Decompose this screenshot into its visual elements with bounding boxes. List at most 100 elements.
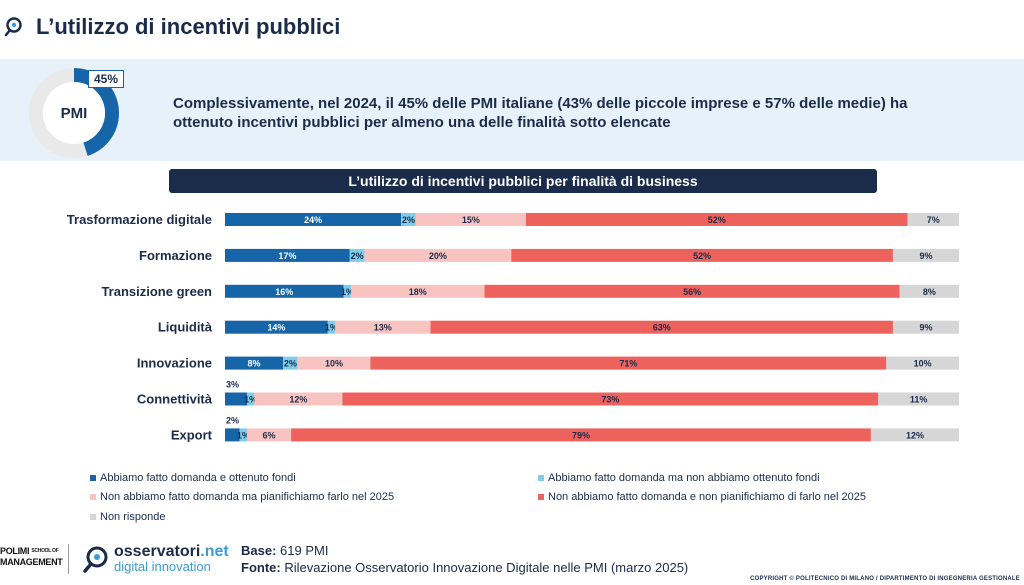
bar-segment	[430, 320, 893, 334]
bar-segment	[225, 356, 284, 370]
legend-label: Non abbiamo fatto domanda ma pianifichia…	[100, 491, 395, 503]
bar-segment	[364, 248, 512, 262]
bar-segment	[225, 213, 402, 226]
data-label: 17%	[278, 251, 296, 261]
footer-logos: POLIMI SCHOOL OF MANAGEMENT osservatori.…	[0, 540, 240, 580]
bar-segment	[415, 213, 526, 226]
data-label: 8%	[248, 359, 261, 369]
summary-band: PMI	[0, 59, 1024, 161]
bar-segment	[225, 428, 240, 442]
legend-swatch	[538, 475, 544, 481]
legend-swatch	[538, 494, 544, 500]
magnifier-logo-icon	[4, 17, 22, 37]
data-label: 20%	[429, 251, 447, 261]
data-label: 11%	[910, 395, 928, 405]
data-label: 52%	[708, 215, 726, 225]
category-label: Liquidità	[158, 320, 213, 335]
data-label: 63%	[653, 323, 671, 333]
data-label: 71%	[619, 359, 637, 369]
data-label: 1%	[341, 287, 354, 297]
data-label: 10%	[914, 359, 932, 369]
bar-segment	[327, 320, 336, 334]
bar-segment	[254, 392, 343, 406]
base-value: 619 PMI	[280, 543, 329, 558]
bar-segment	[899, 284, 959, 298]
legend-item: Abbiamo fatto domanda e ottenuto fondi	[90, 472, 296, 484]
bar-segment	[225, 392, 248, 406]
legend-swatch	[90, 514, 96, 520]
data-label: 9%	[919, 323, 932, 333]
donut-percent-badge: 45%	[88, 70, 125, 88]
data-label: 52%	[693, 251, 711, 261]
bar-segment	[525, 213, 908, 226]
data-label: 14%	[267, 323, 285, 333]
bar-segment	[907, 213, 959, 226]
legend-label: Abbiamo fatto domanda e ottenuto fondi	[100, 472, 296, 484]
bar-segment	[335, 320, 431, 334]
bar-segment	[343, 284, 352, 298]
data-label: 6%	[263, 430, 276, 440]
bar-segment	[870, 428, 959, 442]
bar-segment	[892, 320, 959, 334]
category-label: Innovazione	[137, 356, 212, 371]
data-label: 16%	[275, 287, 293, 297]
bar-segment	[283, 356, 298, 370]
legend-label: Non risponde	[100, 511, 166, 523]
bar-segment	[484, 284, 900, 298]
bar-segment	[886, 356, 959, 370]
logo-divider	[68, 544, 69, 574]
page-title: L’utilizzo di incentivi pubblici	[36, 14, 341, 39]
polimi-logo: POLIMI SCHOOL OF MANAGEMENT	[0, 546, 63, 567]
data-label: 13%	[374, 323, 392, 333]
bar-segment	[878, 392, 959, 406]
data-label: 12%	[906, 430, 924, 440]
bar-segment	[247, 428, 292, 442]
bar-segment	[401, 213, 416, 226]
data-label: 79%	[572, 430, 590, 440]
osservatori-logo-subtitle: digital innovation	[114, 559, 211, 574]
data-label: 2%	[351, 251, 364, 261]
data-label: 2%	[402, 215, 415, 225]
copyright-text: COPYRIGHT © POLITECNICO DI MILANO / DIPA…	[750, 576, 1020, 582]
legend-item: Non abbiamo fatto domanda ma pianifichia…	[90, 491, 394, 503]
data-label: 73%	[601, 395, 619, 405]
legend-label: Abbiamo fatto domanda ma non abbiamo ott…	[548, 472, 820, 484]
source-note: Base: 619 PMI Fonte: Rilevazione Osserva…	[241, 543, 689, 575]
data-label: 3%	[226, 380, 239, 390]
category-label: Trasformazione digitale	[67, 212, 212, 227]
data-label: 1%	[244, 395, 257, 405]
page-header: L’utilizzo di incentivi pubblici	[0, 0, 1024, 56]
summary-text: Complessivamente, nel 2024, il 45% delle…	[173, 95, 908, 131]
donut-value-arc	[29, 68, 119, 158]
data-label: 7%	[927, 215, 940, 225]
data-label: 2%	[284, 359, 297, 369]
bar-segment	[239, 428, 248, 442]
bar-segment	[225, 284, 344, 298]
legend-item: Abbiamo fatto domanda ma non abbiamo ott…	[538, 472, 820, 484]
data-label: 2%	[226, 415, 239, 425]
category-label: Transizione green	[101, 284, 212, 299]
magnifier-logo-icon	[83, 546, 108, 573]
data-label: 1%	[325, 323, 338, 333]
data-label: 9%	[919, 251, 932, 261]
stacked-bar-chart: Trasformazione digitale 24% 2% 15% 52% 7% Form…	[67, 212, 959, 442]
chart-title: L’utilizzo di incentivi pubblici per fin…	[169, 169, 877, 193]
data-label: 15%	[462, 215, 480, 225]
category-label: Connettività	[137, 392, 213, 407]
data-label: 18%	[409, 287, 427, 297]
legend-swatch	[90, 494, 96, 500]
bar-segment	[291, 428, 871, 442]
legend-swatch	[90, 475, 96, 481]
data-label: 12%	[289, 395, 307, 405]
donut-center-label: PMI	[61, 105, 88, 122]
pmi-donut-chart: PMI	[29, 68, 119, 158]
bar-segment	[370, 356, 887, 370]
data-label: 56%	[683, 287, 701, 297]
bar-segment	[349, 248, 365, 262]
category-label: Export	[171, 427, 213, 442]
bar-segment	[892, 248, 959, 262]
data-label: 24%	[304, 215, 322, 225]
category-label: Formazione	[139, 248, 212, 263]
data-label: 8%	[923, 287, 936, 297]
bar-segment	[511, 248, 893, 262]
